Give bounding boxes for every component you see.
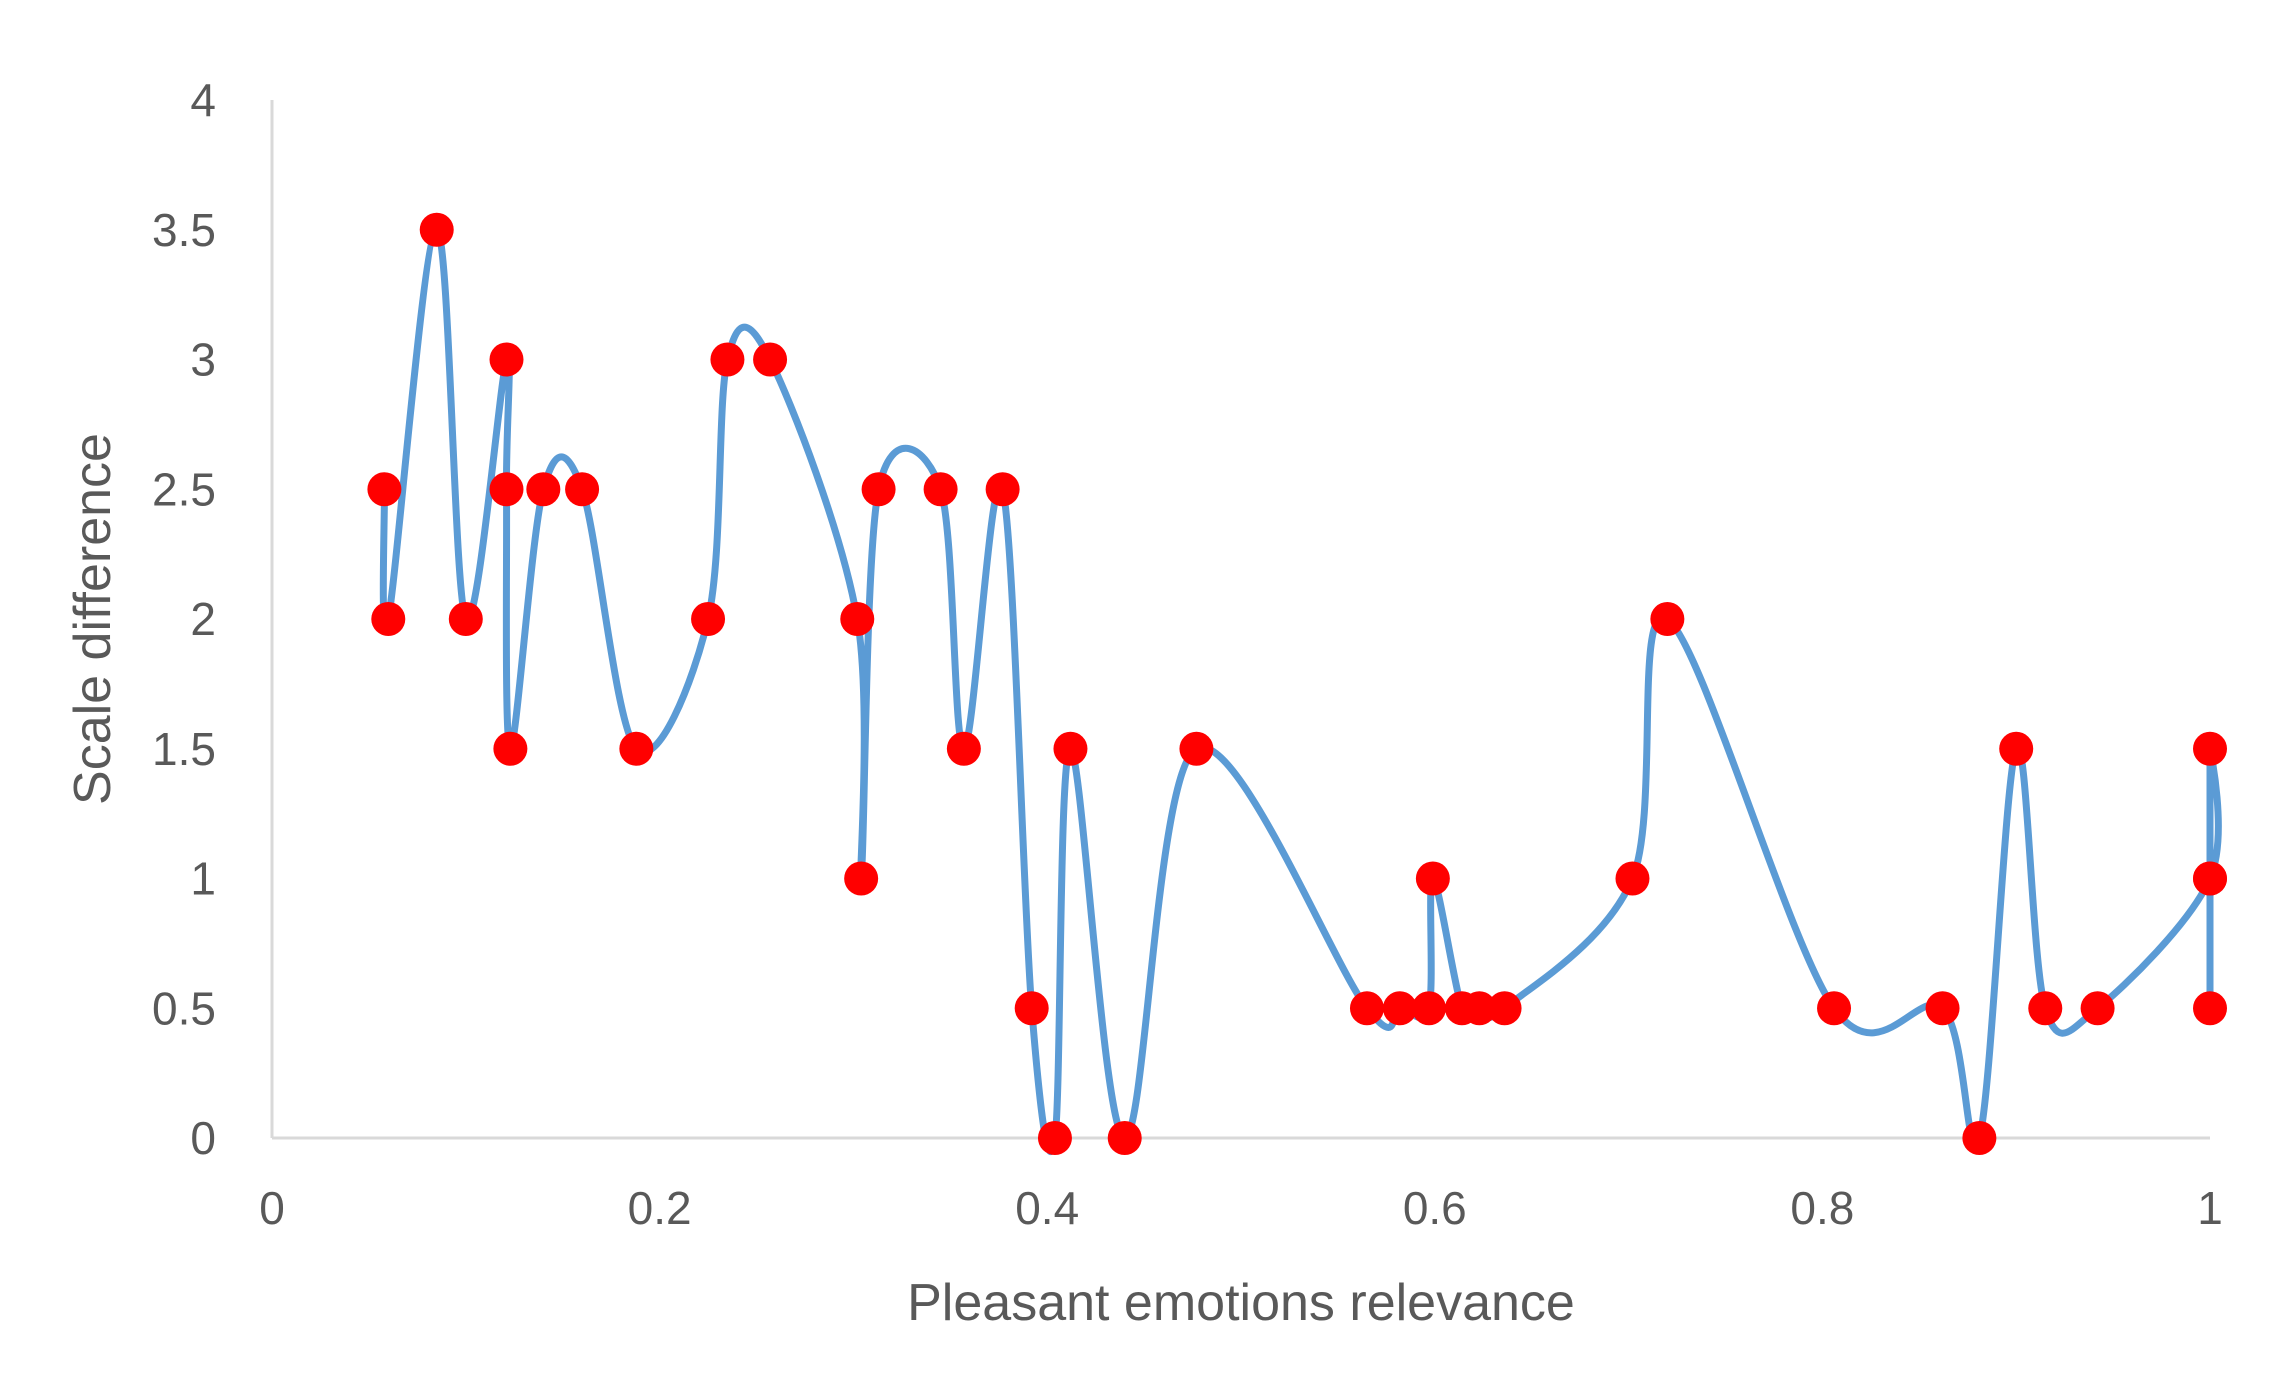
data-point (419, 212, 454, 247)
data-point (1962, 1121, 1997, 1155)
y-tick-label: 3 (190, 334, 216, 386)
x-axis-title: Pleasant emotions relevance (907, 1274, 1575, 1332)
y-tick-label: 0 (190, 1112, 216, 1164)
data-point (1053, 731, 1088, 766)
y-tick-label: 1 (190, 853, 216, 905)
data-point (2193, 731, 2227, 766)
data-point (710, 342, 745, 377)
data-point (367, 472, 402, 507)
data-point (1382, 991, 1417, 1026)
data-point (923, 472, 958, 507)
x-tick-label: 0.2 (628, 1182, 692, 1234)
data-point (2080, 991, 2115, 1026)
data-point (2193, 991, 2227, 1026)
data-point (861, 472, 896, 507)
data-point (985, 472, 1020, 507)
data-point (371, 602, 406, 636)
data-point (2193, 861, 2227, 896)
data-point (493, 731, 528, 766)
x-tick-label: 0.6 (1403, 1182, 1467, 1234)
y-tick-labels: 0 0.5 1 1.5 2 2.5 3 3.5 4 (152, 74, 216, 1164)
data-point (1817, 991, 1852, 1026)
y-tick-label: 0.5 (152, 982, 216, 1034)
data-point (1014, 991, 1049, 1026)
data-point (565, 472, 600, 507)
data-point (840, 602, 875, 636)
data-point (1349, 991, 1384, 1026)
data-markers (367, 212, 2227, 1155)
data-point (753, 342, 788, 377)
y-tick-label: 4 (190, 74, 216, 126)
data-point (619, 731, 654, 766)
data-point (1107, 1121, 1142, 1155)
data-point (2028, 991, 2063, 1026)
data-point (448, 602, 483, 636)
data-point (1415, 861, 1450, 896)
x-tick-label: 0.4 (1015, 1182, 1079, 1234)
y-axis-title: Scale difference (64, 433, 122, 805)
data-point (489, 472, 524, 507)
data-point (489, 342, 524, 377)
data-point (1487, 991, 1522, 1026)
x-tick-labels: 0 0.2 0.4 0.6 0.8 1 (259, 1182, 2223, 1234)
data-point (526, 472, 561, 507)
x-tick-label: 1 (2197, 1182, 2223, 1234)
data-point (691, 602, 726, 636)
data-point (844, 861, 879, 896)
data-point (1999, 731, 2034, 766)
y-tick-label: 1.5 (152, 723, 216, 775)
y-tick-label: 3.5 (152, 204, 216, 256)
data-point (1925, 991, 1960, 1026)
data-point (1411, 991, 1446, 1026)
data-point (1179, 731, 1214, 766)
data-point (946, 731, 981, 766)
x-tick-label: 0.8 (1790, 1182, 1854, 1234)
data-point (1037, 1121, 1072, 1155)
data-point (1462, 991, 1497, 1026)
data-point (1650, 602, 1685, 636)
y-tick-label: 2.5 (152, 463, 216, 515)
x-tick-label: 0 (259, 1182, 285, 1234)
data-point (1615, 861, 1650, 896)
y-tick-label: 2 (190, 593, 216, 645)
axes (270, 100, 2210, 1140)
